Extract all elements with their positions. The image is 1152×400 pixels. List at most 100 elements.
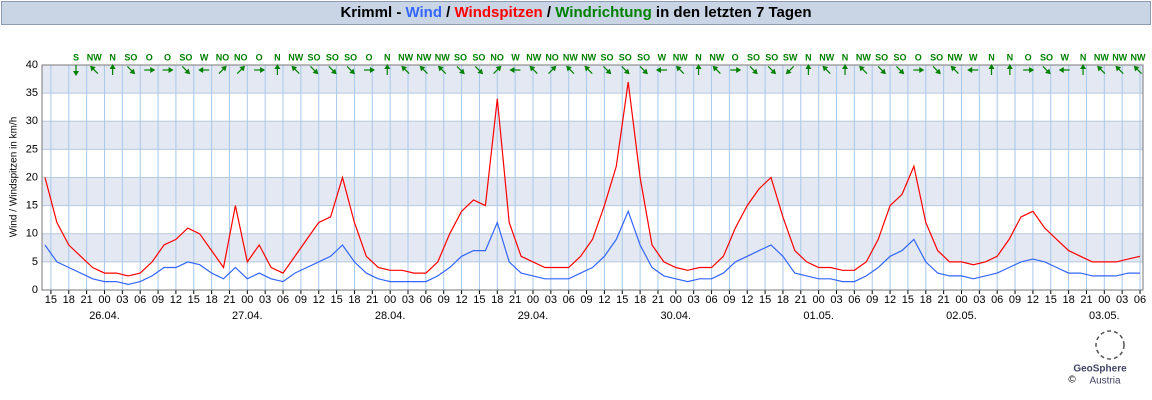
y-tick-label: 15 [26, 200, 38, 212]
wind-direction-label: W [658, 52, 667, 62]
wind-direction-label: NW [581, 52, 596, 62]
wind-arrow [73, 65, 79, 76]
wind-direction-label: SO [930, 52, 943, 62]
x-tick-label: 12 [170, 294, 182, 306]
wind-direction-label: SO [893, 52, 906, 62]
arrow-head [184, 68, 191, 75]
x-tick-label: 00 [1098, 294, 1110, 306]
x-tick-label: 00 [384, 294, 396, 306]
wind-direction-label: SO [472, 52, 485, 62]
arrow-head [967, 67, 973, 73]
wind-direction-label: O [164, 52, 171, 62]
x-tick-label: 06 [705, 294, 717, 306]
arrow-head [168, 67, 174, 73]
x-tick-label: 21 [1080, 294, 1092, 306]
wind-arrow [346, 66, 355, 75]
y-tick-label: 10 [26, 228, 38, 240]
arrow-head [642, 68, 648, 75]
arrow-head [584, 65, 591, 72]
wind-arrow [198, 67, 210, 73]
x-tick-label: 09 [866, 294, 878, 306]
arrow-head [623, 68, 630, 75]
wind-arrow [621, 66, 630, 75]
arrow-head [1097, 65, 1103, 72]
wind-direction-label: NW [1131, 52, 1146, 62]
wind-direction-label: NW [947, 52, 962, 62]
wind-direction-label: NO [490, 52, 504, 62]
wind-direction-label: NO [216, 52, 230, 62]
wind-direction-label: NO [234, 52, 248, 62]
x-tick-label: 15 [473, 294, 485, 306]
arrow-head [198, 67, 204, 73]
x-tick-label: 00 [813, 294, 825, 306]
wind-direction-label: NW [819, 52, 834, 62]
x-tick-label: 21 [223, 294, 235, 306]
wind-arrow [749, 66, 758, 75]
arrow-head [349, 68, 355, 75]
wind-direction-label: N [695, 52, 702, 62]
x-tick-label: 21 [652, 294, 664, 306]
wind-arrow [162, 67, 174, 73]
wind-direction-label: SO [326, 52, 339, 62]
day-label: 27.04. [232, 310, 263, 322]
line-series [44, 209, 1140, 286]
arrow-head [935, 68, 941, 75]
y-axis-label: Wind / Windspitzen in km/h [9, 117, 20, 238]
x-tick-label: 15 [45, 294, 57, 306]
x-tick-label: 18 [491, 294, 503, 306]
x-tick-label: 06 [991, 294, 1003, 306]
logo-icon [1095, 330, 1125, 360]
arrow-head [109, 64, 116, 69]
x-tick-label: 15 [902, 294, 914, 306]
title-direction: Windrichtung [555, 4, 652, 21]
arrow-head [419, 65, 426, 72]
arrow-head [369, 67, 375, 73]
wind-arrow [437, 65, 447, 74]
wind-arrow [566, 65, 575, 74]
wind-direction-label: SO [637, 52, 650, 62]
wind-arrow [90, 65, 99, 74]
wind-direction-label: NW [1112, 52, 1127, 62]
wind-arrow [950, 65, 959, 74]
x-tick-label: 15 [616, 294, 628, 306]
x-tick-label: 00 [955, 294, 967, 306]
arrow-head [1006, 64, 1013, 69]
x-tick-label: 06 [420, 294, 432, 306]
arrow-head [401, 65, 408, 72]
wind-direction-label: SO [1040, 52, 1053, 62]
line-series [44, 81, 1141, 277]
wind-arrow [384, 64, 391, 75]
arrow-head [655, 67, 661, 73]
day-label: 30.04. [661, 310, 692, 322]
arrow-head [73, 71, 79, 76]
wind-arrow [877, 66, 886, 75]
x-tick-label: 00 [241, 294, 253, 306]
y-tick-label: 25 [26, 143, 38, 155]
wind-direction-label: O [365, 52, 372, 62]
x-tick-label: 00 [98, 294, 110, 306]
arrow-head [805, 64, 812, 69]
wind-arrow [584, 65, 593, 74]
arrow-head [274, 64, 281, 69]
wind-arrow [456, 66, 465, 75]
arrow-head [384, 64, 391, 69]
x-tick-label: 12 [884, 294, 896, 306]
x-tick-label: 06 [563, 294, 575, 306]
day-label: 26.04. [89, 310, 120, 322]
x-tick-label: 21 [509, 294, 521, 306]
x-tick-label: 09 [295, 294, 307, 306]
arrow-head [752, 68, 758, 75]
logo-text: Austria [1089, 376, 1121, 387]
x-tick-label: 00 [670, 294, 682, 306]
day-label: 02.05. [946, 310, 977, 322]
wind-arrow [274, 64, 281, 75]
arrow-head [950, 65, 957, 72]
wind-direction-label: N [988, 52, 995, 62]
wind-arrow [328, 66, 337, 75]
arrow-head [239, 65, 246, 72]
arrow-head [90, 65, 96, 72]
wind-arrow [603, 66, 612, 75]
wind-arrow [767, 66, 777, 75]
arrow-head [509, 67, 515, 73]
